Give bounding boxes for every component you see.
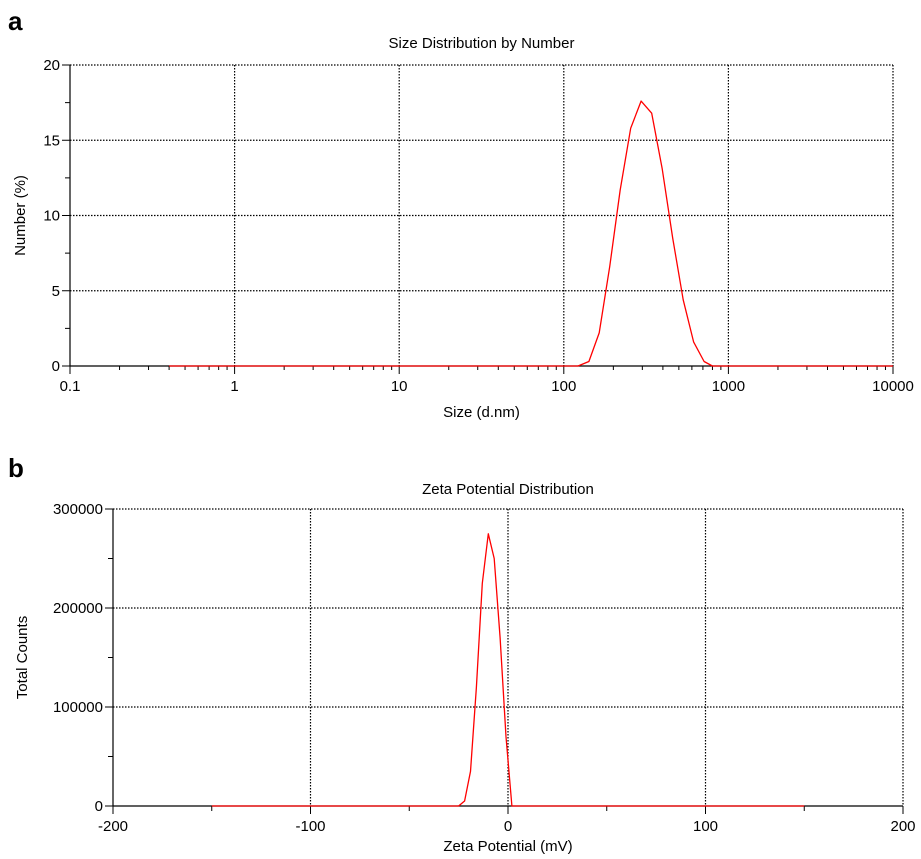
panel-b-y-tick-label-0: 0 [95, 798, 103, 815]
panel-b-y-tick-label-2: 200000 [53, 600, 103, 617]
panel-a-y-tick-label-2: 10 [43, 208, 60, 225]
panel-a-series-line-0 [169, 100, 893, 367]
panel-a-x-tick-label-5: 10000 [872, 378, 914, 395]
panel-a-y-tick-label-3: 15 [43, 132, 60, 149]
panel-a-y-axis-label: Number (%) [12, 175, 29, 256]
panel-a-x-tick-label-1: 1 [230, 378, 238, 395]
panel-a-chart-title: Size Distribution by Number [389, 35, 575, 52]
panel-b-y-axis-label: Total Counts [14, 616, 31, 699]
panel-a-x-axis-label: Size (d.nm) [443, 404, 520, 421]
panel-b-x-tick-label-2: 0 [504, 818, 512, 835]
panel-a-y-tick-label-4: 20 [43, 57, 60, 74]
panel-a-x-tick-label-0: 0.1 [60, 378, 81, 395]
panel-b-x-tick-label-4: 200 [890, 818, 915, 835]
panel-b-series-line-0 [211, 533, 805, 807]
panel-a-x-tick-label-2: 10 [391, 378, 408, 395]
panel-a-x-tick-label-3: 100 [551, 378, 576, 395]
panel-b-x-axis-label: Zeta Potential (mV) [443, 838, 572, 855]
panel-letter-a: a [8, 6, 23, 36]
panel-b-x-tick-label-3: 100 [693, 818, 718, 835]
panel-b-x-tick-label-1: -100 [295, 818, 325, 835]
panel-a-x-tick-label-4: 1000 [712, 378, 745, 395]
panel-letter-b: b [8, 453, 24, 483]
panel-a-y-tick-label-1: 5 [52, 283, 60, 300]
panel-a-y-tick-label-0: 0 [52, 358, 60, 375]
panel-b-x-tick-label-0: -200 [98, 818, 128, 835]
panel-b-chart-title: Zeta Potential Distribution [422, 481, 594, 498]
panel-b-y-tick-label-1: 100000 [53, 699, 103, 716]
panel-b-y-tick-label-3: 300000 [53, 501, 103, 518]
